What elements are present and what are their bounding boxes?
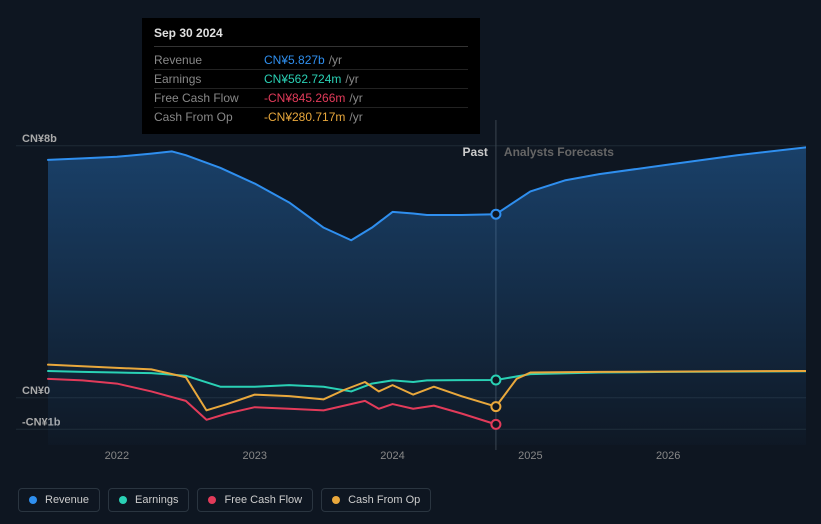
tooltip-row-label: Earnings bbox=[154, 72, 264, 86]
tooltip-row-unit: /yr bbox=[349, 110, 362, 124]
series-marker bbox=[491, 420, 500, 429]
tooltip-date: Sep 30 2024 bbox=[154, 26, 468, 47]
series-marker bbox=[491, 210, 500, 219]
tooltip-row: RevenueCN¥5.827b/yr bbox=[154, 51, 468, 70]
tooltip-row-label: Free Cash Flow bbox=[154, 91, 264, 105]
legend-item[interactable]: Revenue bbox=[18, 488, 100, 512]
legend-dot-icon bbox=[119, 496, 127, 504]
y-axis-label: CN¥8b bbox=[22, 133, 57, 145]
tooltip-row: Free Cash Flow-CN¥845.266m/yr bbox=[154, 89, 468, 108]
tooltip-row-label: Cash From Op bbox=[154, 110, 264, 124]
legend-label: Revenue bbox=[45, 494, 89, 506]
tooltip-row-unit: /yr bbox=[345, 72, 358, 86]
tooltip-row-unit: /yr bbox=[329, 53, 342, 67]
tooltip-row: Cash From Op-CN¥280.717m/yr bbox=[154, 108, 468, 126]
tooltip-row-value: -CN¥845.266m bbox=[264, 91, 345, 105]
tooltip-rows: RevenueCN¥5.827b/yrEarningsCN¥562.724m/y… bbox=[154, 51, 468, 126]
x-axis-label: 2022 bbox=[105, 450, 129, 462]
y-axis-label: CN¥0 bbox=[22, 385, 50, 397]
chart-container: CN¥8bCN¥0-CN¥1bPastAnalysts Forecasts202… bbox=[16, 120, 806, 470]
tooltip-row-label: Revenue bbox=[154, 53, 264, 67]
chart-svg[interactable]: CN¥8bCN¥0-CN¥1bPastAnalysts Forecasts202… bbox=[16, 120, 806, 470]
legend-label: Earnings bbox=[135, 494, 178, 506]
tooltip-row-unit: /yr bbox=[349, 91, 362, 105]
x-axis-label: 2023 bbox=[242, 450, 266, 462]
legend-item[interactable]: Free Cash Flow bbox=[197, 488, 313, 512]
x-axis-label: 2026 bbox=[656, 450, 680, 462]
past-label: Past bbox=[463, 145, 488, 159]
series-marker bbox=[491, 376, 500, 385]
legend-label: Free Cash Flow bbox=[224, 494, 302, 506]
chart-tooltip: Sep 30 2024 RevenueCN¥5.827b/yrEarningsC… bbox=[142, 18, 480, 134]
tooltip-row: EarningsCN¥562.724m/yr bbox=[154, 70, 468, 89]
series-fill bbox=[48, 147, 806, 445]
legend-item[interactable]: Earnings bbox=[108, 488, 189, 512]
legend-dot-icon bbox=[332, 496, 340, 504]
tooltip-row-value: CN¥562.724m bbox=[264, 72, 341, 86]
legend-item[interactable]: Cash From Op bbox=[321, 488, 431, 512]
legend-label: Cash From Op bbox=[348, 494, 420, 506]
forecast-label: Analysts Forecasts bbox=[504, 145, 614, 159]
tooltip-row-value: -CN¥280.717m bbox=[264, 110, 345, 124]
x-axis-label: 2024 bbox=[380, 450, 404, 462]
x-axis-label: 2025 bbox=[518, 450, 542, 462]
legend: Revenue Earnings Free Cash Flow Cash From O… bbox=[18, 488, 431, 512]
tooltip-row-value: CN¥5.827b bbox=[264, 53, 325, 67]
series-marker bbox=[491, 402, 500, 411]
legend-dot-icon bbox=[29, 496, 37, 504]
legend-dot-icon bbox=[208, 496, 216, 504]
